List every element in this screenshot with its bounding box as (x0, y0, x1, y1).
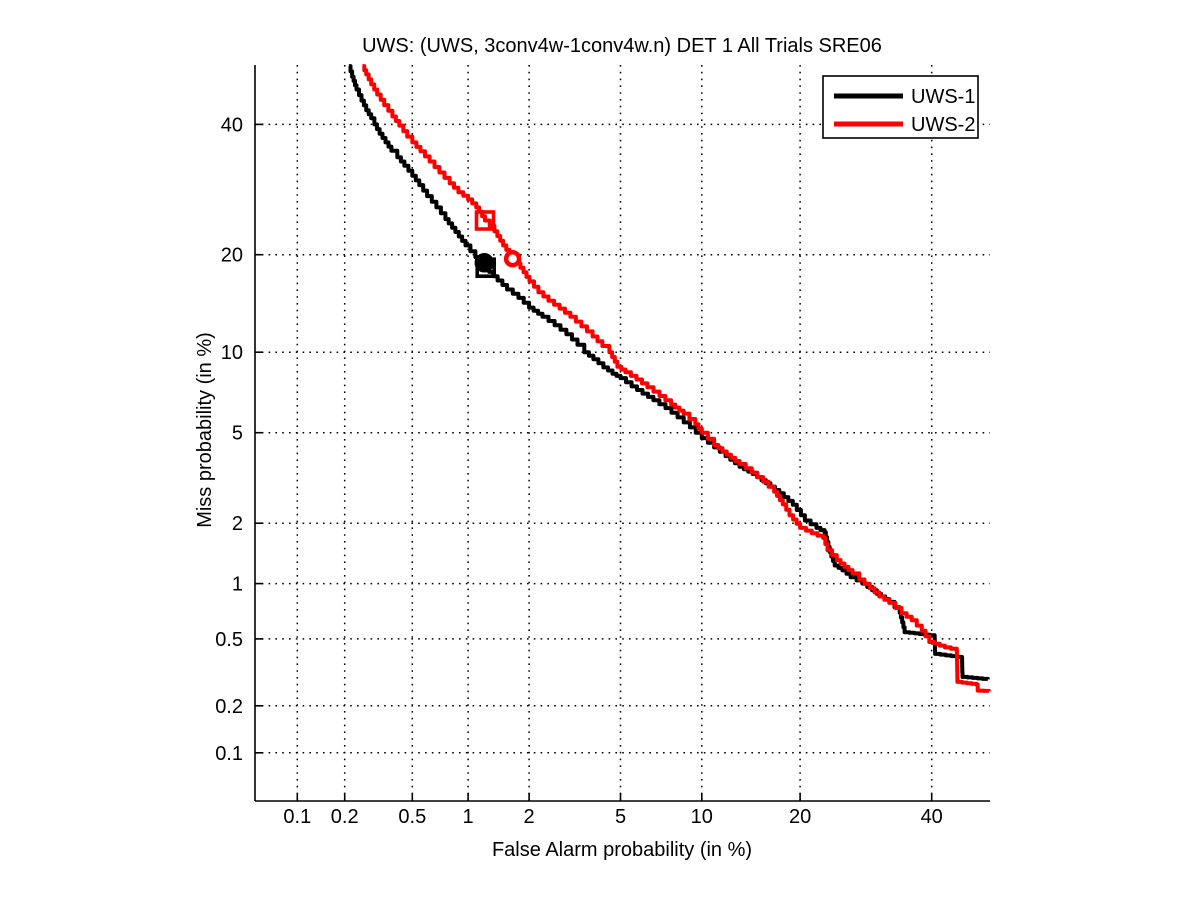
x-tick-label: 40 (921, 806, 943, 828)
tick-marks (255, 123, 933, 801)
x-tick-label: 0.5 (398, 806, 426, 828)
y-tick-label: 1 (232, 574, 243, 596)
det-curve-uws-1 (348, 64, 990, 681)
det-curve-uws-2 (362, 64, 991, 693)
y-tick-label: 20 (221, 245, 243, 267)
x-tick-labels: 0.1 0.2 0.5 1 2 5 10 20 40 (283, 806, 942, 828)
legend-label-uws-1: UWS-1 (911, 86, 975, 108)
gridlines (255, 65, 990, 801)
y-tick-labels: 0.1 0.2 0.5 1 2 5 10 20 40 (215, 114, 243, 764)
marker-square-uws-1 (475, 257, 497, 279)
y-tick-label: 5 (232, 423, 243, 445)
y-tick-label: 0.5 (215, 629, 243, 651)
y-tick-label: 0.1 (215, 743, 243, 765)
x-tick-label: 2 (524, 806, 535, 828)
y-tick-label: 40 (221, 114, 243, 136)
x-axis-label: False Alarm probability (in %) (492, 839, 752, 861)
det-curves (348, 64, 991, 693)
x-tick-label: 10 (691, 806, 713, 828)
x-tick-label: 5 (615, 806, 626, 828)
y-tick-label: 2 (232, 513, 243, 535)
x-tick-label: 0.2 (331, 806, 359, 828)
y-tick-label: 0.2 (215, 696, 243, 718)
operating-point-markers (474, 210, 522, 279)
chart-title: UWS: (UWS, 3conv4w-1conv4w.n) DET 1 All … (362, 35, 882, 57)
axes (254, 65, 990, 802)
x-tick-label: 20 (789, 806, 811, 828)
legend-box (822, 75, 979, 139)
y-tick-label: 10 (221, 342, 243, 364)
y-axis-label: Miss probability (in %) (194, 332, 216, 528)
marker-circle-uws-2 (503, 249, 522, 268)
x-tick-label: 1 (463, 806, 474, 828)
legend-label-uws-2: UWS-2 (911, 114, 975, 136)
legend: UWS-1 UWS-2 (822, 75, 979, 139)
marker-square-uws-2 (474, 210, 496, 231)
x-tick-label: 0.1 (283, 806, 311, 828)
